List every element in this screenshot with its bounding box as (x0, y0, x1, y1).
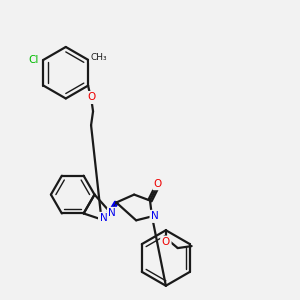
Text: CH₃: CH₃ (91, 53, 107, 62)
Text: O: O (154, 179, 162, 189)
Text: O: O (162, 237, 170, 247)
Text: N: N (109, 208, 116, 218)
Text: Cl: Cl (28, 55, 39, 65)
Text: O: O (87, 92, 95, 103)
Text: N: N (100, 213, 107, 224)
Text: N: N (151, 212, 159, 221)
